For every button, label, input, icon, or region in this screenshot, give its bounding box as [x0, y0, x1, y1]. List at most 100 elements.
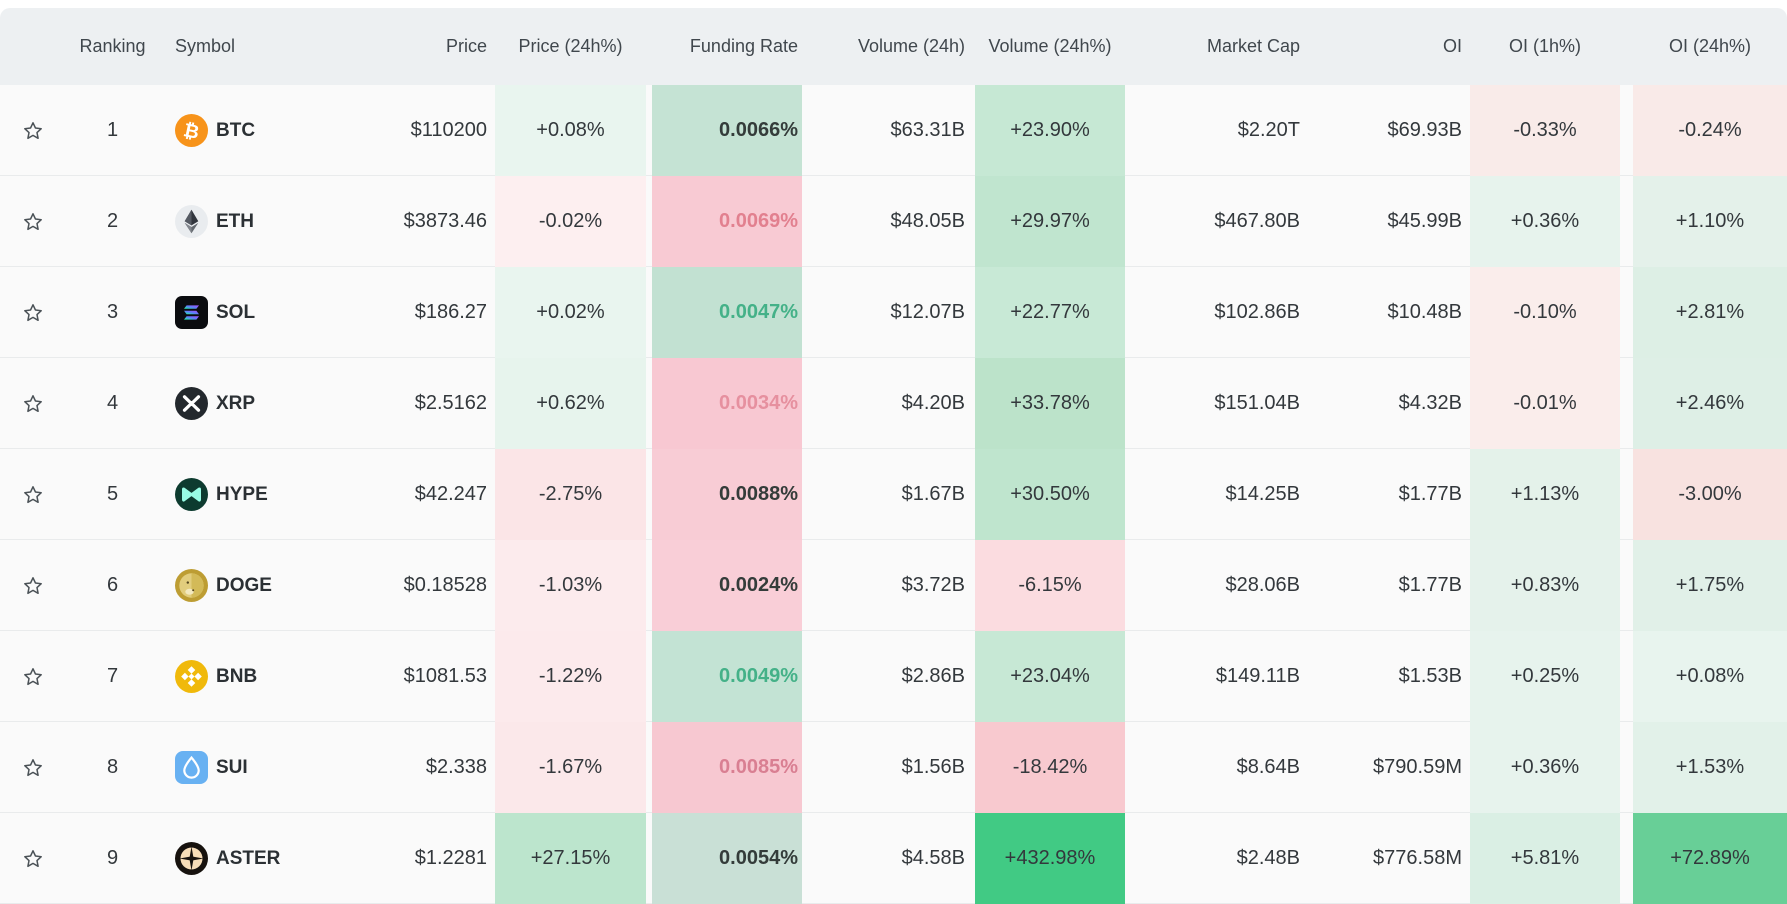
sui-icon [175, 751, 208, 784]
symbol-name: HYPE [216, 483, 268, 505]
oi-24h-pct-cell: +2.81% [1633, 267, 1787, 358]
symbol-cell[interactable]: ASTER [175, 813, 455, 904]
header-funding-rate[interactable]: Funding Rate [689, 36, 798, 56]
oi-24h-pct-cell: +0.08% [1633, 631, 1787, 722]
favorite-star-icon[interactable] [23, 722, 43, 813]
rank-value: 2 [106, 210, 119, 232]
funding-rate-cell: 0.0024% [652, 540, 802, 631]
volume-24h-pct-cell: -18.42% [975, 722, 1125, 813]
volume-24h-pct-cell: +29.97% [975, 176, 1125, 267]
oi-1h-pct-cell: -0.01% [1470, 358, 1620, 449]
hype-icon [175, 478, 208, 511]
table-row: 7 BNB $1081.53 -1.22% 0.0049% $2.86B +23… [0, 631, 1787, 722]
funding-rate-cell: 0.0034% [652, 358, 802, 449]
funding-rate-cell: 0.0047% [652, 267, 802, 358]
header-symbol[interactable]: Symbol [175, 36, 236, 56]
symbol-cell[interactable]: SUI [175, 722, 455, 813]
header-oi-24h-pct[interactable]: OI (24h%) [1668, 36, 1752, 56]
favorite-star-icon[interactable] [23, 85, 43, 176]
price-value: $186.27 [414, 301, 487, 323]
rank-value: 4 [106, 392, 119, 414]
funding-rate-cell: 0.0049% [652, 631, 802, 722]
volume-24h-pct-cell: +23.04% [975, 631, 1125, 722]
rank-value: 5 [106, 483, 119, 505]
btc-icon: ₿ [175, 114, 208, 147]
oi-1h-pct-cell: -0.33% [1470, 85, 1620, 176]
symbol-name: SOL [216, 301, 256, 323]
price-value: $2.338 [425, 756, 487, 778]
oi-value: $776.58M [1373, 847, 1462, 869]
volume-24h-value: $3.72B [901, 574, 965, 596]
header-ranking[interactable]: Ranking [79, 36, 146, 56]
market-cap-value: $14.25B [1225, 483, 1300, 505]
oi-value: $790.59M [1373, 756, 1462, 778]
header-price[interactable]: Price [445, 36, 487, 56]
favorite-star-icon[interactable] [23, 540, 43, 631]
volume-24h-value: $2.86B [901, 665, 965, 687]
volume-24h-value: $12.07B [890, 301, 965, 323]
symbol-name: BNB [216, 665, 258, 687]
oi-value: $69.93B [1387, 119, 1462, 141]
oi-value: $1.77B [1398, 574, 1462, 596]
aster-icon [175, 842, 208, 875]
price-value: $0.18528 [403, 574, 487, 596]
svg-text:₿: ₿ [181, 119, 201, 144]
oi-value: $1.77B [1398, 483, 1462, 505]
header-volume-24h[interactable]: Volume (24h) [857, 36, 965, 56]
favorite-star-icon[interactable] [23, 176, 43, 267]
header-oi-1h-pct[interactable]: OI (1h%) [1508, 36, 1582, 56]
oi-24h-pct-cell: +1.10% [1633, 176, 1787, 267]
favorite-star-icon[interactable] [23, 449, 43, 540]
table-row: 2 ETH $3873.46 -0.02% 0.0069% $48.05B +2… [0, 176, 1787, 267]
volume-24h-pct-cell: +30.50% [975, 449, 1125, 540]
header-volume-24h-pct[interactable]: Volume (24h%) [988, 36, 1112, 56]
xrp-icon [175, 387, 208, 420]
price-24h-pct-cell: -2.75% [495, 449, 646, 540]
price-value: $42.247 [414, 483, 487, 505]
symbol-name: BTC [216, 119, 256, 141]
table-row: 8 SUI $2.338 -1.67% 0.0085% $1.56B -18.4… [0, 722, 1787, 813]
symbol-cell[interactable]: BNB [175, 631, 455, 722]
header-price-24h[interactable]: Price (24h%) [518, 36, 623, 56]
symbol-name: ASTER [216, 847, 281, 869]
table-row: 5 HYPE $42.247 -2.75% 0.0088% $1.67B +30… [0, 449, 1787, 540]
rank-value: 1 [106, 119, 119, 141]
volume-24h-pct-cell: +432.98% [975, 813, 1125, 904]
symbol-cell[interactable]: ETH [175, 176, 455, 267]
favorite-star-icon[interactable] [23, 267, 43, 358]
rank-value: 9 [106, 847, 119, 869]
price-24h-pct-cell: +0.02% [495, 267, 646, 358]
oi-24h-pct-cell: +1.75% [1633, 540, 1787, 631]
header-market-cap[interactable]: Market Cap [1206, 36, 1300, 56]
volume-24h-value: $1.56B [901, 756, 965, 778]
symbol-cell[interactable]: ₿ BTC [175, 85, 455, 176]
symbol-cell[interactable]: SOL [175, 267, 455, 358]
table-header: Ranking Symbol Price Price (24h%) Fundin… [0, 8, 1787, 85]
favorite-star-icon[interactable] [23, 358, 43, 449]
symbol-cell[interactable]: HYPE [175, 449, 455, 540]
price-24h-pct-cell: +0.08% [495, 85, 646, 176]
volume-24h-value: $4.58B [901, 847, 965, 869]
symbol-name: XRP [216, 392, 256, 414]
market-cap-value: $102.86B [1214, 301, 1300, 323]
symbol-name: DOGE [216, 574, 272, 596]
oi-1h-pct-cell: +0.36% [1470, 176, 1620, 267]
symbol-cell[interactable]: XRP [175, 358, 455, 449]
oi-1h-pct-cell: -0.10% [1470, 267, 1620, 358]
funding-rate-cell: 0.0088% [652, 449, 802, 540]
eth-icon [175, 205, 208, 238]
bnb-icon [175, 660, 208, 693]
table-row: 9 ASTER $1.2281 +27.15% 0.0054% $4.58B +… [0, 813, 1787, 904]
oi-value: $45.99B [1387, 210, 1462, 232]
price-value: $2.5162 [414, 392, 487, 414]
price-24h-pct-cell: +27.15% [495, 813, 646, 904]
symbol-cell[interactable]: DOGE [175, 540, 455, 631]
header-oi[interactable]: OI [1442, 36, 1462, 56]
market-cap-value: $151.04B [1214, 392, 1300, 414]
favorite-star-icon[interactable] [23, 813, 43, 904]
favorite-star-icon[interactable] [23, 631, 43, 722]
volume-24h-pct-cell: +22.77% [975, 267, 1125, 358]
price-24h-pct-cell: -1.22% [495, 631, 646, 722]
volume-24h-pct-cell: -6.15% [975, 540, 1125, 631]
table-row: 3 SOL $186.27 +0.02% 0.0047% $12.07B +22… [0, 267, 1787, 358]
